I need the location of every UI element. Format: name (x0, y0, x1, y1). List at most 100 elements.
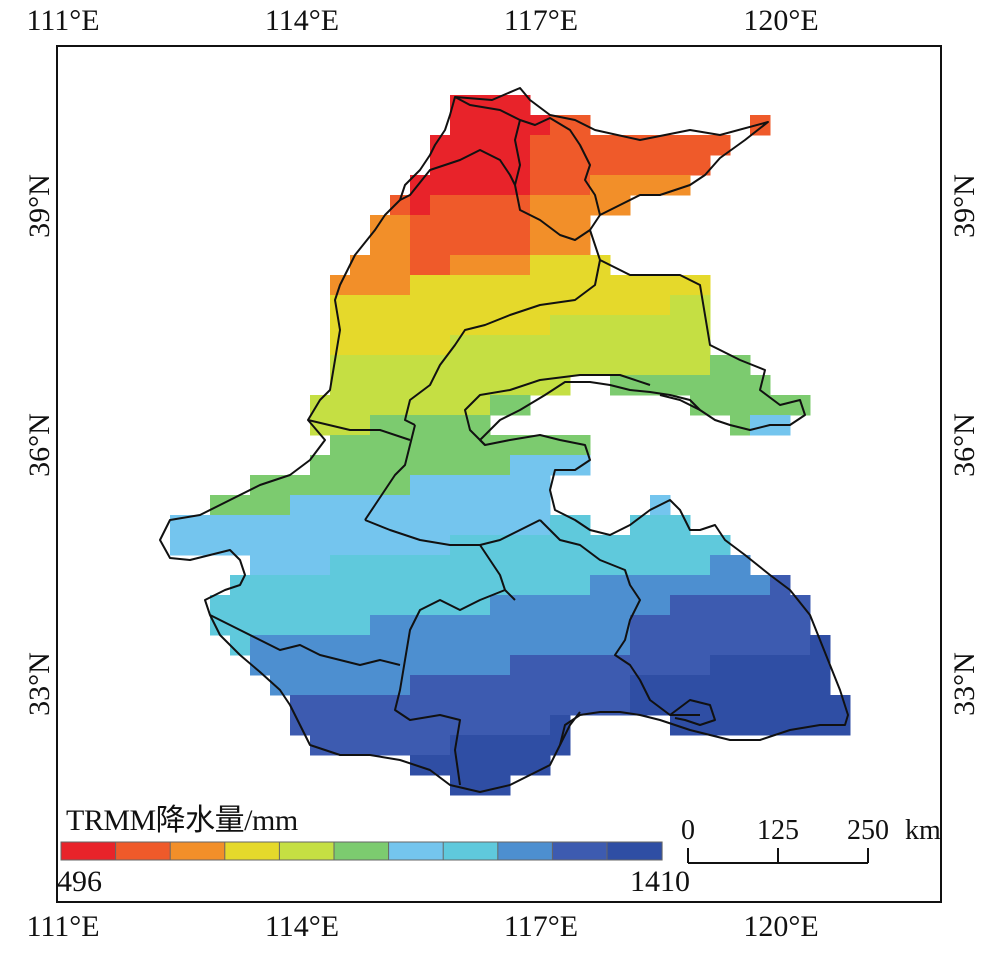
precip-cell (350, 275, 371, 296)
precip-cell (550, 295, 571, 316)
precip-cell (470, 135, 491, 156)
precip-cell (450, 575, 471, 596)
precip-cell (530, 435, 551, 456)
precip-cell (370, 355, 391, 376)
precip-cell (530, 515, 551, 536)
precip-cell (810, 695, 831, 716)
precip-cell (350, 595, 371, 616)
precip-cell (550, 155, 571, 176)
precip-cell (550, 135, 571, 156)
hubei-henan-border (209, 614, 401, 666)
precip-cell (350, 675, 371, 696)
precip-cell (590, 195, 611, 216)
precip-cell (490, 175, 511, 196)
precip-cell (370, 715, 391, 736)
precip-cell (650, 175, 671, 196)
precip-cell (510, 335, 531, 356)
lon-label-bottom-114: 114°E (264, 910, 340, 943)
precip-cell (490, 95, 511, 116)
precip-cell (330, 675, 351, 696)
precip-cell (550, 695, 571, 716)
precip-cell (450, 155, 471, 176)
precip-cell (250, 535, 271, 556)
precip-cell (670, 295, 691, 316)
precip-cell (370, 635, 391, 656)
hebei-shanxi-border (399, 149, 601, 426)
precip-cell (750, 115, 771, 136)
precip-cell (630, 695, 651, 716)
precip-cell (490, 715, 511, 736)
precip-cell (330, 635, 351, 656)
precip-cell (550, 275, 571, 296)
precip-cell (710, 655, 731, 676)
precip-cell (530, 615, 551, 636)
precip-cell (350, 475, 371, 496)
precip-cell (390, 255, 411, 276)
precip-cell (710, 555, 731, 576)
precip-cell (270, 515, 291, 536)
precip-cell (470, 735, 491, 756)
precip-cell (510, 575, 531, 596)
precip-cell (290, 475, 311, 496)
precip-cell (610, 175, 631, 196)
precip-cell (650, 375, 671, 396)
precip-cell (350, 635, 371, 656)
precip-cell (630, 135, 651, 156)
precip-cell (390, 395, 411, 416)
precip-cell (550, 235, 571, 256)
precip-cell (650, 135, 671, 156)
jiangsu-anhui-border (539, 519, 700, 716)
precip-cell (410, 215, 431, 236)
precip-cell (490, 395, 511, 416)
precip-cell (750, 675, 771, 696)
precip-cell (550, 535, 571, 556)
precip-cell (690, 135, 711, 156)
precip-cell (750, 615, 771, 636)
precip-cell (550, 655, 571, 676)
precip-cell (650, 355, 671, 376)
lon-label-top-120: 120°E (743, 4, 819, 37)
precip-cell (290, 575, 311, 596)
lon-label-top-114: 114°E (264, 4, 340, 37)
precip-cell (470, 435, 491, 456)
precip-cell (530, 535, 551, 556)
precip-cell (650, 575, 671, 596)
precip-cell (390, 295, 411, 316)
precip-cell (450, 355, 471, 376)
precip-cell (510, 735, 531, 756)
precip-cell (530, 655, 551, 676)
precip-cell (430, 475, 451, 496)
precip-cell (610, 615, 631, 636)
precip-cell (510, 655, 531, 676)
precip-cell (370, 455, 391, 476)
precip-cell (770, 575, 791, 596)
precip-cell (250, 635, 271, 656)
precip-cell (510, 115, 531, 136)
precip-cell (310, 595, 331, 616)
precip-cell (190, 535, 211, 556)
precip-cell (750, 715, 771, 736)
precip-cell (650, 675, 671, 696)
precip-cell (450, 215, 471, 236)
precip-cell (550, 595, 571, 616)
precip-cell (570, 335, 591, 356)
precip-cell (570, 595, 591, 616)
precip-cell (310, 395, 331, 416)
precip-cell (330, 735, 351, 756)
precip-cell (750, 635, 771, 656)
precip-cell (710, 355, 731, 376)
precip-cell (490, 355, 511, 376)
precip-cell (450, 595, 471, 616)
precip-cell (430, 275, 451, 296)
precip-cell (370, 435, 391, 456)
precip-cell (530, 595, 551, 616)
precip-cell (350, 575, 371, 596)
precip-cell (530, 335, 551, 356)
precip-cell (250, 555, 271, 576)
precip-cell (510, 755, 531, 776)
precip-cell (750, 595, 771, 616)
precip-cell (590, 615, 611, 636)
hebei-shandong-border (364, 374, 651, 521)
precip-cell (470, 295, 491, 316)
precip-cell (450, 255, 471, 276)
